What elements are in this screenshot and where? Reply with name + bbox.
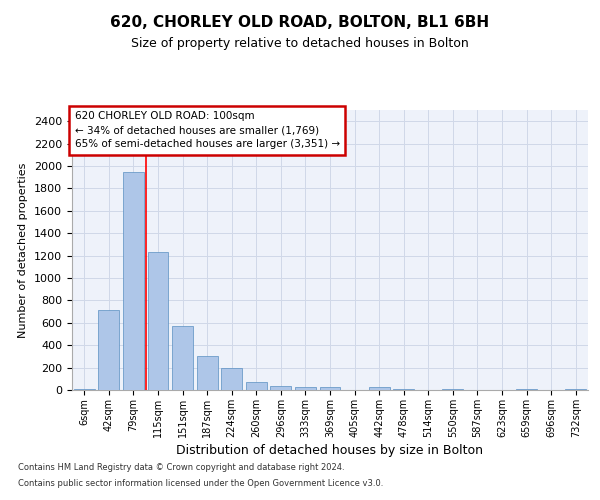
Bar — [565, 389, 586, 390]
Text: Contains public sector information licensed under the Open Government Licence v3: Contains public sector information licen… — [18, 478, 383, 488]
Bar — [295, 387, 316, 390]
Bar — [197, 356, 218, 390]
Text: Contains HM Land Registry data © Crown copyright and database right 2024.: Contains HM Land Registry data © Crown c… — [18, 464, 344, 472]
Text: 620 CHORLEY OLD ROAD: 100sqm
← 34% of detached houses are smaller (1,769)
65% of: 620 CHORLEY OLD ROAD: 100sqm ← 34% of de… — [74, 112, 340, 150]
X-axis label: Distribution of detached houses by size in Bolton: Distribution of detached houses by size … — [176, 444, 484, 457]
Bar — [74, 389, 95, 390]
Bar — [123, 172, 144, 390]
Bar — [271, 386, 292, 390]
Bar — [246, 382, 267, 390]
Text: Size of property relative to detached houses in Bolton: Size of property relative to detached ho… — [131, 38, 469, 51]
Bar — [320, 387, 340, 390]
Bar — [172, 326, 193, 390]
Y-axis label: Number of detached properties: Number of detached properties — [19, 162, 28, 338]
Bar — [368, 387, 389, 390]
Bar — [442, 388, 463, 390]
Bar — [148, 252, 169, 390]
Text: 620, CHORLEY OLD ROAD, BOLTON, BL1 6BH: 620, CHORLEY OLD ROAD, BOLTON, BL1 6BH — [110, 15, 490, 30]
Bar — [393, 388, 414, 390]
Bar — [98, 310, 119, 390]
Bar — [221, 368, 242, 390]
Bar — [516, 389, 537, 390]
